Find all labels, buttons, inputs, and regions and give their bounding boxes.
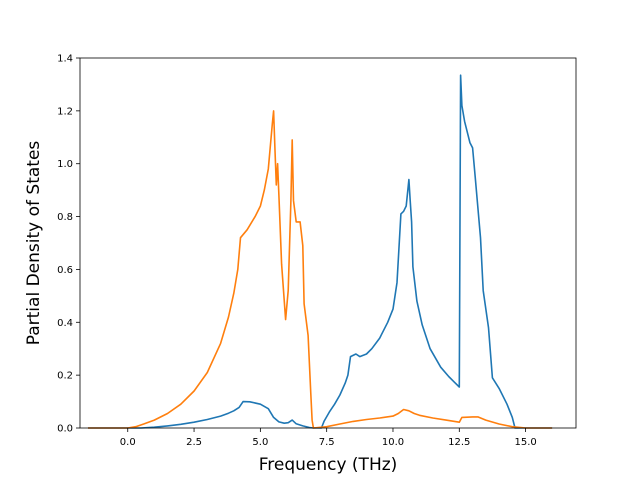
y-tick-label: 0.2: [57, 371, 73, 382]
series-layer: [88, 74, 553, 429]
x-tick-label: 15.0: [514, 437, 536, 448]
x-tick-label: 5.0: [252, 437, 268, 448]
y-tick-label: 0.6: [57, 265, 73, 276]
x-tick-label: 2.5: [186, 437, 202, 448]
y-tick-label: 0.8: [57, 212, 73, 223]
x-tick-label: 0.0: [120, 437, 136, 448]
x-tick-label: 12.5: [448, 437, 470, 448]
y-tick-label: 0.4: [57, 318, 73, 329]
y-ticks: 0.0 0.2 0.4 0.6 0.8 1.0 1.2 1.4: [57, 54, 80, 435]
series-line-2: [88, 110, 553, 429]
y-tick-label: 1.4: [57, 54, 73, 65]
plot-frame: [79, 57, 577, 429]
series-line-1: [88, 74, 553, 429]
y-tick-label: 1.0: [57, 159, 73, 170]
y-axis-label: Partial Density of States: [24, 141, 44, 346]
y-tick-label: 1.2: [57, 106, 73, 117]
x-ticks: 0.0 2.5 5.0 7.5 10.0 12.5 15.0: [120, 428, 537, 448]
x-axis-label: Frequency (THz): [259, 455, 398, 475]
x-tick-label: 7.5: [319, 437, 335, 448]
x-tick-label: 10.0: [382, 437, 404, 448]
y-tick-label: 0.0: [57, 424, 73, 435]
